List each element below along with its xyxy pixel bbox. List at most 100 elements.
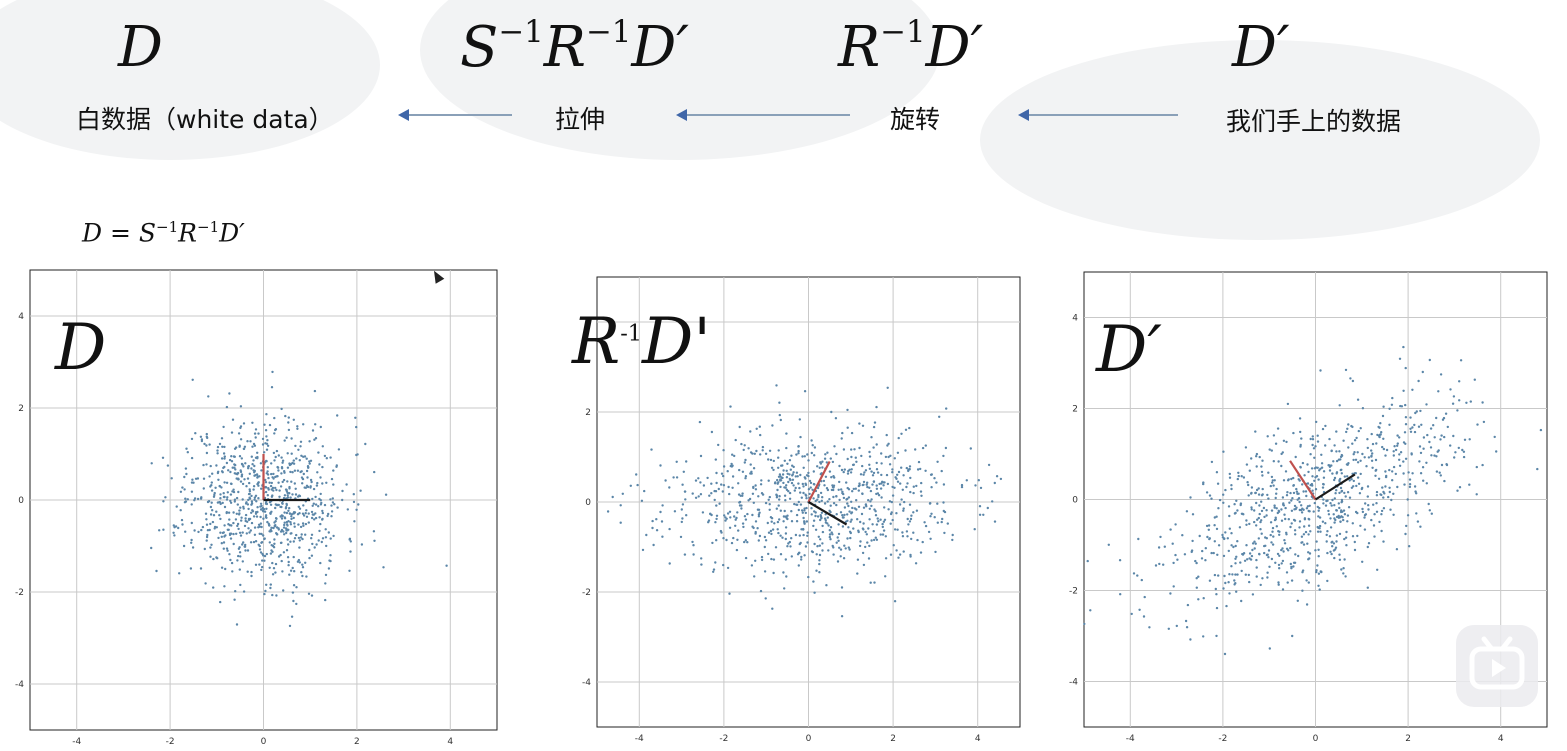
data-point <box>823 502 827 505</box>
data-point <box>811 550 814 554</box>
data-point <box>1394 472 1397 476</box>
data-point <box>229 499 232 503</box>
data-point <box>1316 530 1320 533</box>
data-point <box>301 512 305 515</box>
data-point <box>1294 533 1297 536</box>
data-point <box>1312 510 1315 513</box>
data-point <box>228 458 232 462</box>
data-point <box>1257 516 1260 520</box>
data-point <box>250 455 253 458</box>
data-point <box>1307 524 1311 527</box>
data-point <box>329 537 332 540</box>
data-point <box>785 484 788 487</box>
data-point <box>725 538 728 542</box>
data-point <box>289 540 292 543</box>
data-point <box>236 559 239 562</box>
data-point <box>1364 502 1367 505</box>
data-point <box>329 498 332 501</box>
data-point <box>821 466 824 469</box>
data-point <box>747 499 750 502</box>
data-point <box>698 420 702 424</box>
data-point <box>722 484 726 487</box>
data-point <box>804 545 808 548</box>
data-point <box>1439 373 1443 376</box>
data-point <box>228 392 231 395</box>
data-point <box>282 496 286 500</box>
data-point <box>798 534 801 537</box>
data-point <box>1451 402 1455 405</box>
data-point <box>1374 474 1377 477</box>
data-point <box>220 535 223 538</box>
data-point <box>814 514 817 518</box>
data-point <box>1302 490 1305 493</box>
data-point <box>857 489 860 492</box>
data-point <box>798 551 801 554</box>
data-point <box>265 442 269 445</box>
data-point <box>204 582 207 585</box>
data-point <box>318 516 321 519</box>
data-point <box>1228 514 1231 518</box>
data-point <box>1280 519 1284 522</box>
data-point <box>271 370 274 374</box>
data-point <box>820 511 824 514</box>
data-point <box>250 570 253 574</box>
data-point <box>1389 508 1392 511</box>
data-point <box>282 589 285 592</box>
data-point <box>659 464 662 467</box>
data-point <box>1422 447 1425 450</box>
data-point <box>960 483 964 487</box>
data-point <box>872 530 875 533</box>
data-point <box>840 615 844 618</box>
data-point <box>1301 483 1304 486</box>
data-point <box>1315 570 1318 574</box>
data-point <box>785 476 789 479</box>
data-point <box>271 544 275 548</box>
data-point <box>715 504 718 507</box>
data-point <box>842 557 846 560</box>
data-point <box>825 487 829 490</box>
data-point <box>1375 510 1379 513</box>
data-point <box>943 510 947 514</box>
data-point <box>751 452 754 455</box>
data-point <box>234 590 237 593</box>
data-point <box>1411 388 1414 391</box>
data-point <box>1344 575 1347 578</box>
data-point <box>1244 446 1248 449</box>
data-point <box>229 493 233 496</box>
data-point <box>729 516 732 519</box>
data-point <box>295 586 298 589</box>
data-point <box>821 549 824 552</box>
data-point <box>1399 451 1403 454</box>
data-point <box>1228 476 1232 479</box>
data-point <box>234 463 237 467</box>
data-point <box>699 454 703 458</box>
data-point <box>775 494 779 497</box>
data-point <box>892 544 895 547</box>
data-point <box>1322 476 1326 479</box>
data-point <box>1277 583 1280 586</box>
data-point <box>1459 359 1463 362</box>
data-point <box>872 471 876 475</box>
data-point <box>207 500 211 503</box>
data-point <box>292 599 295 603</box>
data-point <box>211 509 214 512</box>
data-point <box>1083 622 1086 626</box>
data-point <box>945 407 948 410</box>
data-point <box>1258 504 1261 507</box>
data-point <box>1328 437 1331 441</box>
data-point <box>659 510 662 514</box>
data-point <box>877 494 881 497</box>
data-point <box>234 518 238 521</box>
data-point <box>816 465 819 468</box>
data-point <box>999 477 1003 481</box>
data-point <box>681 483 684 486</box>
data-point <box>960 485 964 489</box>
data-point <box>364 442 367 446</box>
data-point <box>260 504 263 508</box>
data-point <box>1313 501 1316 505</box>
data-point <box>207 395 210 398</box>
data-point <box>332 483 335 486</box>
data-point <box>882 529 886 532</box>
data-point <box>1326 551 1329 555</box>
data-point <box>251 463 254 466</box>
